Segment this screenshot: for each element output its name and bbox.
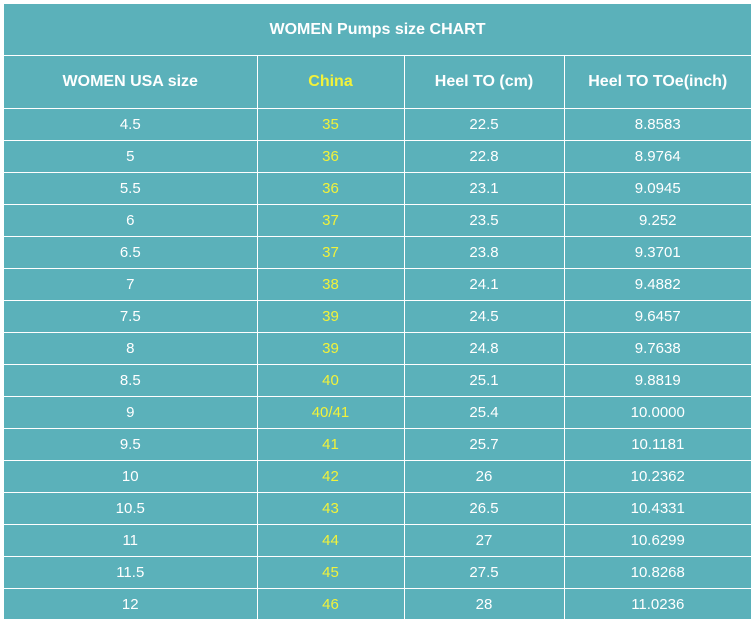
heel-to-cm-cell: 26.5: [403, 492, 565, 525]
header-row: WOMEN USA size China Heel TO (cm) Heel T…: [4, 56, 751, 109]
usa-size-cell: 8.5: [4, 364, 258, 397]
heel-to-toe-inch-cell: 10.2362: [563, 460, 751, 493]
table-row: 9 40/41 25.4 10.0000: [4, 396, 751, 429]
china-size-cell: 36: [256, 140, 405, 173]
usa-size-cell: 10.5: [4, 492, 258, 525]
table-row: 5.5 36 23.1 9.0945: [4, 172, 751, 205]
china-size-cell: 42: [256, 460, 405, 493]
china-size-cell: 39: [256, 332, 405, 365]
table-row: 8.5 40 25.1 9.8819: [4, 364, 751, 397]
chart-title: WOMEN Pumps size CHART: [4, 4, 751, 56]
china-size-cell: 40: [256, 364, 405, 397]
usa-size-cell: 7: [4, 268, 258, 301]
header-china: China: [256, 56, 405, 109]
china-size-cell: 38: [256, 268, 405, 301]
heel-to-cm-cell: 22.8: [403, 140, 565, 173]
heel-to-cm-cell: 23.5: [403, 204, 565, 237]
table-row: 6 37 23.5 9.252: [4, 204, 751, 237]
china-size-cell: 37: [256, 236, 405, 269]
heel-to-cm-cell: 28: [403, 588, 565, 620]
usa-size-cell: 8: [4, 332, 258, 365]
heel-to-toe-inch-cell: 8.8583: [563, 108, 751, 141]
table-row: 12 46 28 11.0236: [4, 588, 751, 620]
heel-to-cm-cell: 23.8: [403, 236, 565, 269]
usa-size-cell: 6.5: [4, 236, 258, 269]
china-size-cell: 44: [256, 524, 405, 557]
heel-to-toe-inch-cell: 9.3701: [563, 236, 751, 269]
heel-to-cm-cell: 22.5: [403, 108, 565, 141]
table-row: 4.5 35 22.5 8.8583: [4, 108, 751, 141]
usa-size-cell: 7.5: [4, 300, 258, 333]
heel-to-cm-cell: 26: [403, 460, 565, 493]
heel-to-toe-inch-cell: 11.0236: [563, 588, 751, 620]
table-row: 6.5 37 23.8 9.3701: [4, 236, 751, 269]
table-row: 7.5 39 24.5 9.6457: [4, 300, 751, 333]
heel-to-cm-cell: 25.7: [403, 428, 565, 461]
heel-to-toe-inch-cell: 10.4331: [563, 492, 751, 525]
heel-to-cm-cell: 24.8: [403, 332, 565, 365]
size-chart: WOMEN Pumps size CHART WOMEN USA size Ch…: [3, 3, 752, 620]
table-row: 11.5 45 27.5 10.8268: [4, 556, 751, 589]
heel-to-toe-inch-cell: 9.4882: [563, 268, 751, 301]
table-row: 10 42 26 10.2362: [4, 460, 751, 493]
heel-to-toe-inch-cell: 8.9764: [563, 140, 751, 173]
header-usa-size: WOMEN USA size: [4, 56, 258, 109]
heel-to-cm-cell: 24.1: [403, 268, 565, 301]
table-row: 5 36 22.8 8.9764: [4, 140, 751, 173]
usa-size-cell: 5: [4, 140, 258, 173]
table-row: 10.5 43 26.5 10.4331: [4, 492, 751, 525]
usa-size-cell: 12: [4, 588, 258, 620]
heel-to-toe-inch-cell: 9.8819: [563, 364, 751, 397]
china-size-cell: 40/41: [256, 396, 405, 429]
header-heel-to-cm: Heel TO (cm): [403, 56, 565, 109]
size-table: WOMEN USA size China Heel TO (cm) Heel T…: [4, 56, 751, 620]
heel-to-toe-inch-cell: 10.8268: [563, 556, 751, 589]
usa-size-cell: 9: [4, 396, 258, 429]
usa-size-cell: 11.5: [4, 556, 258, 589]
table-row: 9.5 41 25.7 10.1181: [4, 428, 751, 461]
table-row: 8 39 24.8 9.7638: [4, 332, 751, 365]
china-size-cell: 39: [256, 300, 405, 333]
usa-size-cell: 11: [4, 524, 258, 557]
usa-size-cell: 5.5: [4, 172, 258, 205]
heel-to-cm-cell: 25.1: [403, 364, 565, 397]
usa-size-cell: 10: [4, 460, 258, 493]
china-size-cell: 37: [256, 204, 405, 237]
header-heel-to-toe-inch: Heel TO TOe(inch): [563, 56, 751, 109]
heel-to-cm-cell: 25.4: [403, 396, 565, 429]
china-size-cell: 36: [256, 172, 405, 205]
heel-to-cm-cell: 27.5: [403, 556, 565, 589]
heel-to-toe-inch-cell: 9.6457: [563, 300, 751, 333]
heel-to-cm-cell: 27: [403, 524, 565, 557]
heel-to-toe-inch-cell: 10.1181: [563, 428, 751, 461]
heel-to-cm-cell: 24.5: [403, 300, 565, 333]
china-size-cell: 41: [256, 428, 405, 461]
heel-to-toe-inch-cell: 9.7638: [563, 332, 751, 365]
usa-size-cell: 4.5: [4, 108, 258, 141]
usa-size-cell: 9.5: [4, 428, 258, 461]
china-size-cell: 35: [256, 108, 405, 141]
usa-size-cell: 6: [4, 204, 258, 237]
heel-to-cm-cell: 23.1: [403, 172, 565, 205]
china-size-cell: 43: [256, 492, 405, 525]
table-row: 7 38 24.1 9.4882: [4, 268, 751, 301]
heel-to-toe-inch-cell: 10.6299: [563, 524, 751, 557]
table-row: 11 44 27 10.6299: [4, 524, 751, 557]
china-size-cell: 46: [256, 588, 405, 620]
heel-to-toe-inch-cell: 9.252: [563, 204, 751, 237]
china-size-cell: 45: [256, 556, 405, 589]
heel-to-toe-inch-cell: 9.0945: [563, 172, 751, 205]
heel-to-toe-inch-cell: 10.0000: [563, 396, 751, 429]
table-body: 4.5 35 22.5 8.8583 5 36 22.8 8.9764 5.5 36 23.1 9.0…: [4, 108, 751, 620]
